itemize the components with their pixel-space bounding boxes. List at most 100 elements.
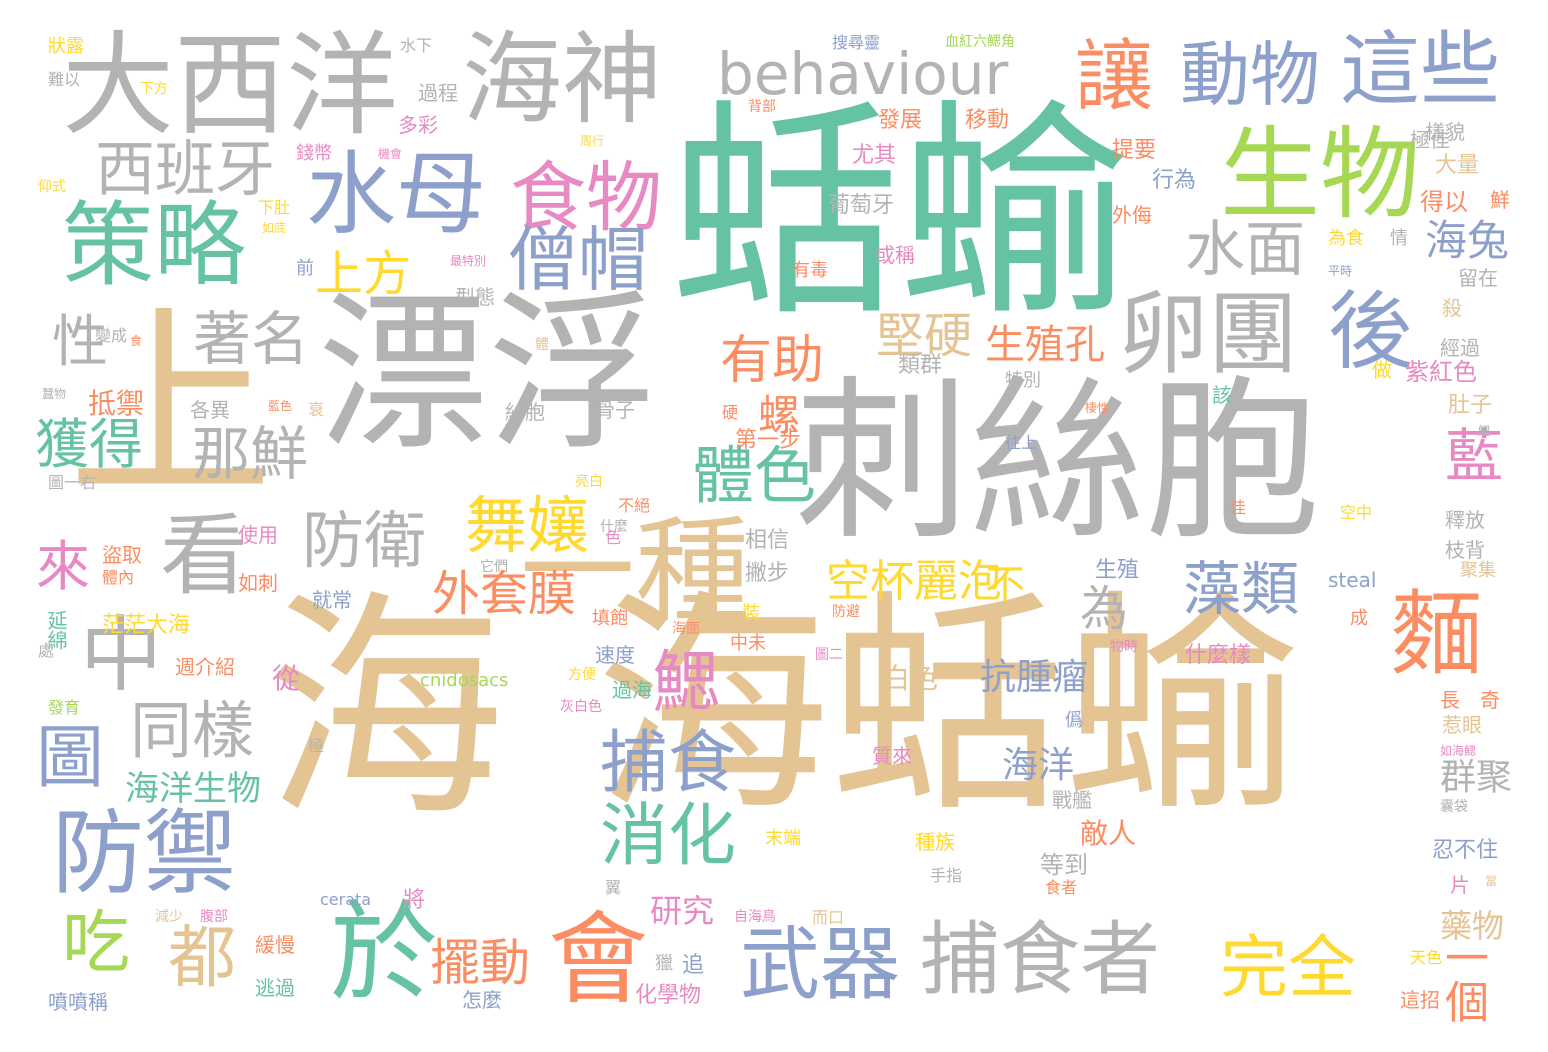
word: 佳 [1230,498,1247,517]
word: 防禦 [52,800,237,907]
word: 片 [1450,873,1470,897]
word: 中 [80,608,163,703]
word: 衰 [308,400,325,419]
word: 外套膜 [432,566,577,622]
word: 過程 [418,81,458,105]
word: 大西洋 [62,21,398,151]
word: 仰式 [38,179,66,195]
word: 類群 [898,353,943,378]
word: 極 [308,736,325,755]
word: 海 [265,570,506,850]
word: 一個 [1437,935,1488,1023]
word: 最特別 [450,254,487,268]
word: 獵 [655,953,673,974]
word: cnidosacs [420,670,509,691]
word: 體內 [102,568,135,587]
word: 周行 [580,134,605,148]
word: 卵團 [1118,282,1298,387]
word: 海兔 [1425,216,1510,265]
word: 海洋生物 [125,769,261,809]
word: 水面 [1185,215,1305,285]
word: 僧帽 [508,219,648,301]
word: 週介紹 [175,655,235,679]
word: 群聚 [1440,757,1513,798]
word: 處 [38,641,55,660]
word: 樣貌 [1425,120,1465,144]
word: 多彩 [398,113,438,137]
word: 消化 [600,797,737,876]
word: 堅硬 [876,308,973,364]
word: 水母 [306,142,486,247]
word: 同樣 [130,694,255,767]
word: 怎麼 [462,988,502,1012]
word: 奇 [1480,688,1500,712]
word: 完全 [1220,929,1357,1008]
word: 蠶物 [42,387,67,401]
word: 狀露 [48,36,84,57]
word: 那鮮 [192,420,309,488]
word: behaviour [717,40,1009,108]
word: 有毒 [792,260,828,281]
word: 手指 [930,866,963,885]
word: 情 [1390,228,1408,249]
word: 等到 [1040,851,1088,879]
word: 茫茫大海 [102,613,191,638]
word: 末端 [765,828,801,849]
word: 填飽 [592,608,628,629]
word: 長 [1440,688,1460,712]
word: 得以 [1420,188,1468,216]
word: 性 [52,310,108,375]
word: 腹部 [200,909,228,925]
word: 舞孃 [465,489,590,562]
word: 藍色 [268,399,293,413]
word: 大量 [1435,153,1480,178]
word: cerata [320,890,372,909]
word: 為食 [1328,228,1364,249]
word: 如底 [262,221,287,235]
word: 發展 [878,108,923,133]
word: 紫紅色 [1405,358,1477,386]
word: 葡萄牙 [828,193,895,218]
word: 上方 [315,246,412,302]
word: 海蛞蝓 [595,571,1300,844]
word: 提要 [1112,138,1157,163]
word: 撇步 [745,561,790,586]
word: 防避 [832,604,860,620]
word: 鯉 [1478,424,1491,438]
word: 棲性 [1085,401,1110,415]
word: 這招 [1400,988,1440,1012]
word: 戰艦 [1052,788,1092,812]
word: 海洋 [1002,745,1075,786]
word: 海神 [462,21,662,138]
word: 圖 [36,719,105,798]
word: 鮮 [1490,188,1510,212]
word: 空中 [1340,503,1373,522]
word: 釋放 [1445,508,1485,532]
word: 都 [168,919,237,998]
word: 一種 [520,505,751,639]
word: 極佳 [1410,128,1450,152]
word: 圖一右 [48,473,97,492]
word: 色 [605,528,622,547]
word: 各異 [190,398,230,422]
word: 僞 [1065,710,1083,731]
word: 就常 [312,588,352,612]
word: 鰓 [652,644,721,723]
word: 如海鰓 [1440,744,1477,758]
word: 策略 [62,192,247,299]
word: 減少 [155,909,183,925]
word: 錢幣 [296,143,332,164]
word: 追 [682,953,705,978]
word: 外侮 [1112,203,1152,227]
word: 型態 [455,285,495,309]
word: 硬 [722,403,739,422]
word: 中未 [730,633,766,654]
word: 囊袋 [1440,799,1468,815]
word: 抗腫瘤 [980,657,1089,698]
word: 空杯麗泡 [826,556,1002,607]
word: 後 [1328,283,1414,382]
word: 平時 [1328,264,1353,278]
word: 種族 [915,830,955,854]
word: 研究 [650,892,715,930]
word: 肚子 [1448,393,1493,418]
